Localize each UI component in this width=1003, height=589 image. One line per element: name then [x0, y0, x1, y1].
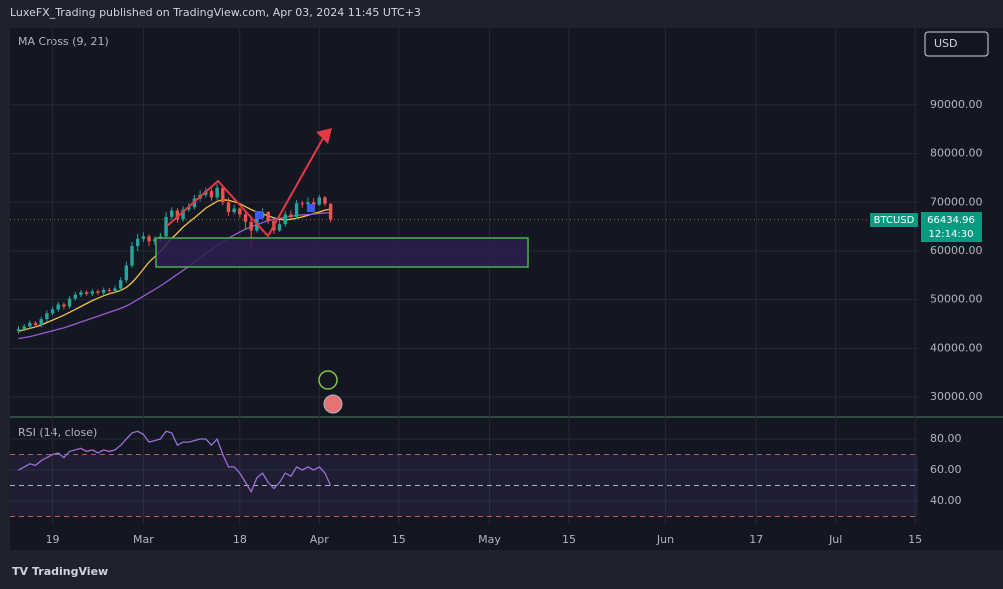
y-tick-label: 60.00 [930, 463, 962, 476]
candle-body [107, 289, 112, 291]
candle-body [153, 239, 157, 242]
candle-body [209, 191, 214, 198]
candle-body [323, 197, 327, 204]
rsi-line [18, 430, 332, 494]
price-axis [918, 28, 1003, 550]
candle-body [215, 187, 219, 198]
x-tick-label: 15 [392, 533, 406, 546]
candle-body [300, 203, 304, 205]
price-tag [921, 212, 982, 242]
candle-body [45, 313, 49, 320]
x-tick-label: Apr [310, 533, 330, 546]
candle-body [50, 309, 55, 314]
candle-body [16, 328, 21, 331]
candle-body [96, 291, 100, 293]
event-icon[interactable] [318, 370, 338, 390]
y-tick-label: 80.00 [930, 432, 962, 445]
candle-body [141, 236, 146, 239]
cross-marker [255, 211, 263, 219]
x-tick-label: 18 [233, 533, 247, 546]
symbol-label: BTCUSD [874, 215, 915, 226]
candle-body [277, 224, 282, 231]
projection-arrowhead [316, 128, 332, 144]
candle-body [243, 214, 248, 222]
y-tick-label: 40000.00 [930, 341, 983, 354]
y-tick-label: 30000.00 [930, 390, 983, 403]
candle-body [130, 246, 134, 266]
x-tick-label: 15 [562, 533, 576, 546]
x-tick-label: Jun [656, 533, 674, 546]
candle-body [238, 208, 242, 215]
y-tick-label: 70000.00 [930, 195, 983, 208]
candle-body [56, 304, 60, 310]
candle-body [22, 326, 26, 329]
y-tick-label: 80000.00 [930, 147, 983, 160]
x-tick-label: Mar [133, 533, 154, 546]
x-tick-label: May [478, 533, 501, 546]
currency-label[interactable]: USD [934, 37, 958, 50]
logo-mark: TV [12, 565, 29, 578]
y-tick-label: 90000.00 [930, 98, 983, 111]
x-tick-label: 19 [46, 533, 60, 546]
candle-body [90, 291, 94, 294]
candle-body [28, 323, 32, 327]
candle-body [101, 289, 106, 293]
candle-body [147, 236, 151, 242]
x-tick-label: 15 [908, 533, 922, 546]
x-tick-label: Jul [828, 533, 842, 546]
candle-body [266, 212, 270, 221]
candle-body [311, 202, 316, 205]
candle-body [62, 304, 66, 307]
candle-body [181, 209, 185, 220]
demand-zone [155, 237, 529, 268]
projection-path [166, 132, 327, 238]
candle-body [294, 203, 299, 217]
candle-body [170, 210, 174, 217]
candle-body [328, 203, 333, 220]
candle-body [283, 214, 287, 225]
candle-body [33, 323, 38, 325]
currency-button[interactable] [924, 31, 989, 57]
symbol-tag [870, 213, 918, 227]
cross-marker [307, 204, 315, 212]
rsi-title: RSI (14, close) [18, 426, 97, 439]
y-tick-label: 50000.00 [930, 293, 983, 306]
candle-body [317, 197, 321, 205]
y-tick-label: 40.00 [930, 494, 962, 507]
candle-body [306, 202, 310, 205]
candle-body [289, 214, 293, 217]
candle-body [135, 238, 140, 247]
candle-body [124, 265, 129, 281]
candle-body [67, 298, 72, 307]
last-price: 66434.96 [927, 215, 975, 226]
candle-body [249, 221, 253, 231]
candle-body [79, 292, 83, 295]
indicator-title: MA Cross (9, 21) [18, 35, 109, 48]
x-tick-label: 17 [749, 533, 763, 546]
candle-body [73, 294, 77, 299]
footer-logo: TradingView [32, 565, 108, 578]
candle-body [221, 187, 225, 203]
candle-body [84, 292, 89, 294]
plot-area [10, 28, 918, 550]
candle-body [164, 216, 168, 237]
event-icon[interactable] [323, 394, 343, 414]
candle-body [113, 288, 117, 291]
candle-body [175, 210, 180, 220]
candle-body [118, 280, 123, 289]
candle-body [39, 319, 43, 325]
header: LuxeFX_Trading published on TradingView.… [10, 6, 421, 19]
candle-body [226, 202, 231, 213]
y-tick-label: 60000.00 [930, 244, 983, 257]
candle-body [187, 207, 191, 210]
countdown: 12:14:30 [929, 229, 974, 240]
plot: 19 Mar 18 Apr 15 May 15 Jun 17 Jul 15 30000.00 40000… [10, 28, 983, 546]
candle-body [232, 208, 236, 213]
